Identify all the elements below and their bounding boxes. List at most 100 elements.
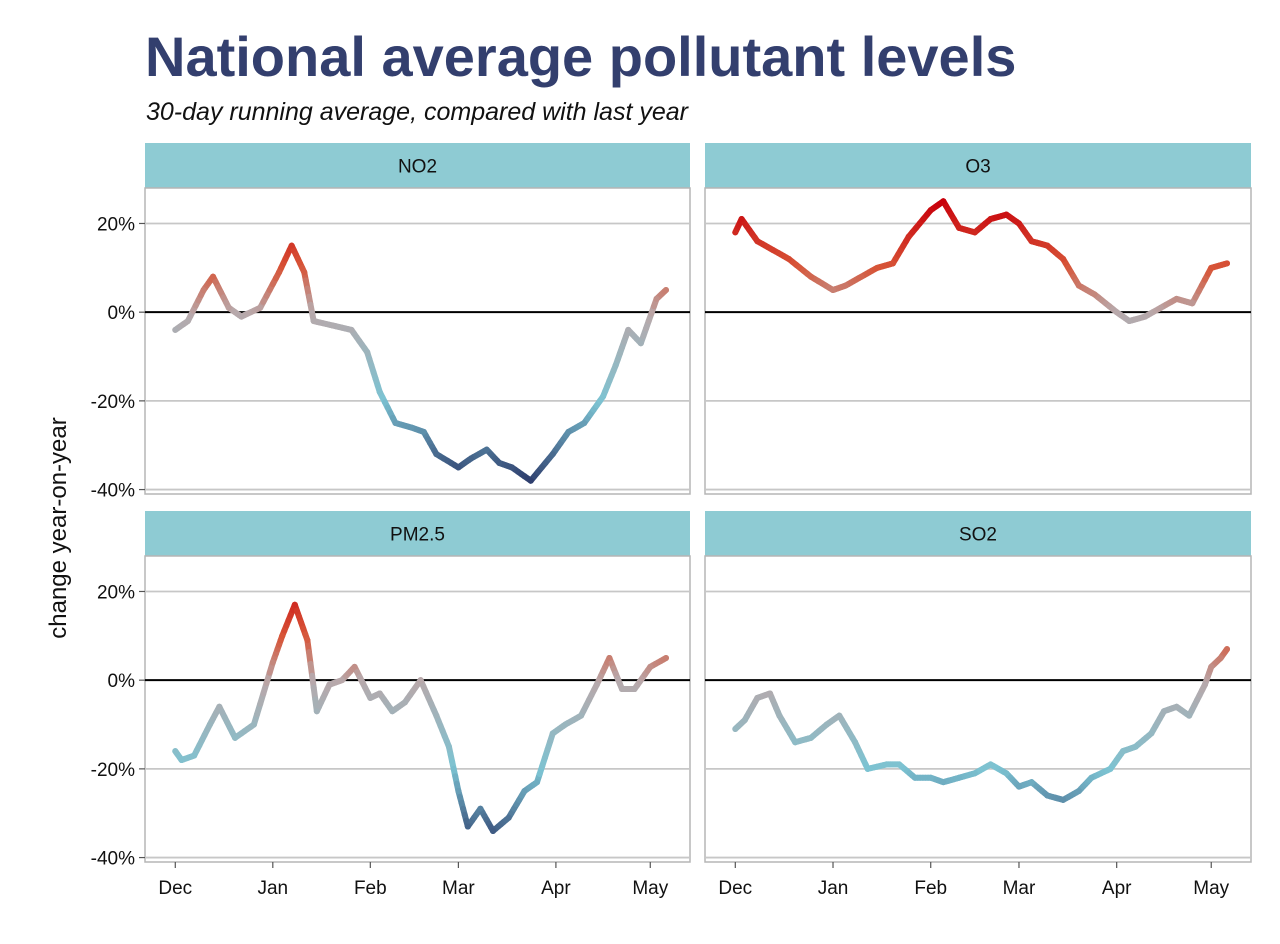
data-point	[987, 216, 994, 223]
panel-label: NO2	[398, 157, 437, 178]
panel-strip	[145, 143, 690, 188]
data-point	[911, 774, 918, 781]
data-point	[1113, 309, 1120, 316]
data-point	[1028, 779, 1035, 786]
data-point	[1044, 242, 1051, 249]
data-point	[250, 721, 257, 728]
chart-panels: NO2 20% 0% -20% -40% O3 PM2.5 20% 0% -20% -40% Dec J…	[91, 143, 1252, 899]
data-point	[1003, 770, 1010, 777]
chart-title: National average pollutant levels	[145, 25, 1017, 88]
data-point	[883, 761, 890, 768]
data-point	[257, 304, 264, 311]
data-point	[389, 708, 396, 715]
panel-strip	[705, 511, 1251, 556]
x-tick-label: Jan	[257, 878, 288, 899]
data-point	[210, 273, 217, 280]
panel-strip	[145, 511, 690, 556]
data-point	[823, 721, 830, 728]
data-point	[310, 318, 317, 325]
data-point	[565, 428, 572, 435]
series-so2	[732, 646, 1230, 803]
data-point	[420, 428, 427, 435]
data-point	[792, 739, 799, 746]
data-point	[1060, 796, 1067, 803]
data-point	[1088, 774, 1095, 781]
data-point	[836, 712, 843, 719]
data-point	[288, 242, 295, 249]
data-point	[172, 748, 179, 755]
data-point	[364, 349, 371, 356]
data-point	[1028, 238, 1035, 245]
data-point	[738, 216, 745, 223]
data-point	[348, 326, 355, 333]
data-point	[956, 774, 963, 781]
data-point	[653, 295, 660, 302]
data-point	[1142, 313, 1149, 320]
data-point	[606, 655, 613, 661]
y-tick-label: -20%	[91, 392, 135, 413]
data-point	[971, 229, 978, 236]
panel-label: O3	[965, 157, 990, 178]
data-point	[206, 721, 213, 728]
x-tick-label: May	[632, 878, 668, 899]
data-point	[225, 304, 232, 311]
y-tick-label: -40%	[91, 849, 135, 870]
data-point	[940, 779, 947, 786]
panel-frame	[144, 555, 691, 863]
data-point	[445, 743, 452, 750]
data-point	[776, 712, 783, 719]
series-pm25	[172, 601, 669, 834]
data-point	[417, 677, 424, 684]
x-tick-label: May	[1193, 878, 1229, 899]
data-point	[842, 282, 849, 289]
x-tick-label: Feb	[914, 878, 947, 899]
data-point	[1060, 255, 1067, 262]
data-point	[647, 663, 654, 670]
y-axis-label: change year-on-year	[45, 417, 72, 638]
data-point	[1003, 211, 1010, 218]
data-point	[172, 326, 179, 333]
data-point	[178, 757, 185, 763]
data-point	[732, 229, 739, 236]
data-point	[304, 637, 311, 644]
data-point	[956, 224, 963, 231]
panel-frame	[144, 187, 691, 495]
x-tick-label: Mar	[1003, 878, 1036, 899]
data-point	[618, 686, 625, 693]
data-point	[581, 420, 588, 427]
data-point	[455, 464, 462, 471]
data-point	[631, 686, 638, 693]
y-tick-label: 0%	[108, 303, 136, 324]
data-point	[496, 459, 503, 466]
data-point	[483, 446, 490, 453]
panel-o3: O3	[704, 143, 1252, 495]
data-point	[505, 814, 512, 821]
data-point	[971, 770, 978, 777]
y-tick-label: 0%	[108, 671, 136, 692]
data-point	[184, 318, 191, 325]
data-point	[1075, 788, 1082, 795]
panel-strip	[705, 143, 1251, 188]
data-point	[770, 247, 777, 254]
data-point	[279, 632, 286, 639]
data-point	[1186, 712, 1193, 719]
data-point	[612, 362, 619, 369]
x-tick-label: Dec	[718, 878, 752, 899]
data-point	[864, 765, 871, 772]
data-point	[807, 734, 814, 741]
panel-no2: NO2 20% 0% -20% -40%	[91, 143, 691, 502]
data-point	[1173, 703, 1180, 710]
data-point	[741, 717, 748, 724]
data-point	[301, 269, 308, 276]
data-point	[896, 761, 903, 768]
y-tick-label: -40%	[91, 481, 135, 502]
data-point	[527, 477, 534, 484]
series-no2	[172, 242, 669, 484]
data-point	[521, 788, 528, 795]
data-point	[940, 198, 947, 205]
data-point	[889, 260, 896, 267]
data-point	[1075, 282, 1082, 289]
data-point	[291, 601, 298, 608]
data-point	[663, 655, 669, 661]
